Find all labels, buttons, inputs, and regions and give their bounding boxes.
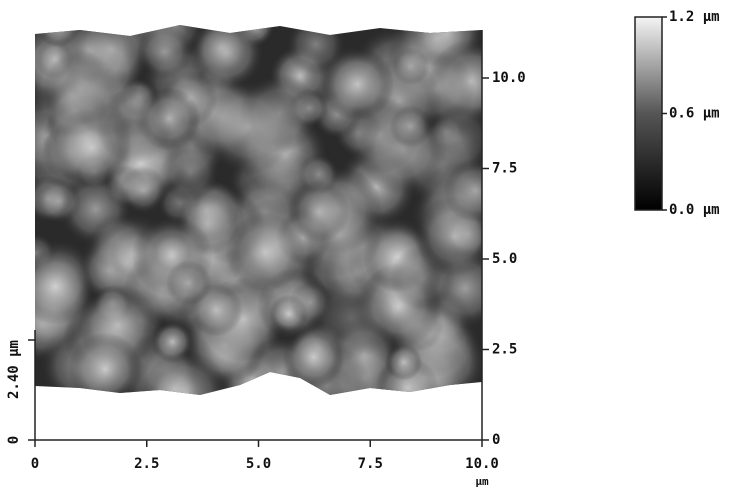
grain	[17, 248, 94, 325]
y-tick-label: 5.0	[492, 251, 517, 267]
x-tick-label: 0	[31, 456, 39, 472]
grain	[36, 179, 81, 224]
colorbar-tick-label: 0.0 µm	[669, 202, 720, 218]
grain	[191, 18, 251, 78]
grain	[137, 25, 192, 80]
y-tick-label: 7.5	[492, 161, 517, 177]
grain	[288, 181, 350, 243]
z-tick-label: 2.40 µm	[6, 340, 22, 399]
y-tick-label: 2.5	[492, 342, 517, 358]
y-tick-label: 10.0	[492, 70, 526, 86]
grain	[166, 260, 212, 306]
grain	[142, 350, 228, 436]
surface-image	[0, 0, 513, 440]
x-tick-label: 7.5	[358, 456, 383, 472]
grain	[43, 51, 119, 127]
grain	[392, 47, 430, 85]
grain	[289, 281, 332, 324]
x-axis-label: µm	[475, 475, 489, 488]
colorbar-tick-label: 1.2 µm	[669, 9, 720, 25]
grain	[119, 166, 167, 214]
grain	[385, 344, 422, 381]
colorbar	[635, 17, 662, 210]
chart: µm 0 2.5 5.0 7.5 10.0 0 2.5 5.0 7.5 10.0 0 2.40 µm 0…	[0, 0, 731, 490]
y-tick-label: 0	[492, 432, 500, 448]
x-tick-label: 10.0	[465, 456, 499, 472]
grain	[37, 4, 81, 48]
z-tick-label: 0	[6, 436, 22, 444]
colorbar-tick-label: 0.6 µm	[669, 106, 720, 122]
x-tick-label: 5.0	[246, 456, 271, 472]
x-tick-label: 2.5	[134, 456, 159, 472]
grain	[201, 80, 296, 175]
grain	[68, 332, 142, 406]
grain	[321, 48, 394, 121]
